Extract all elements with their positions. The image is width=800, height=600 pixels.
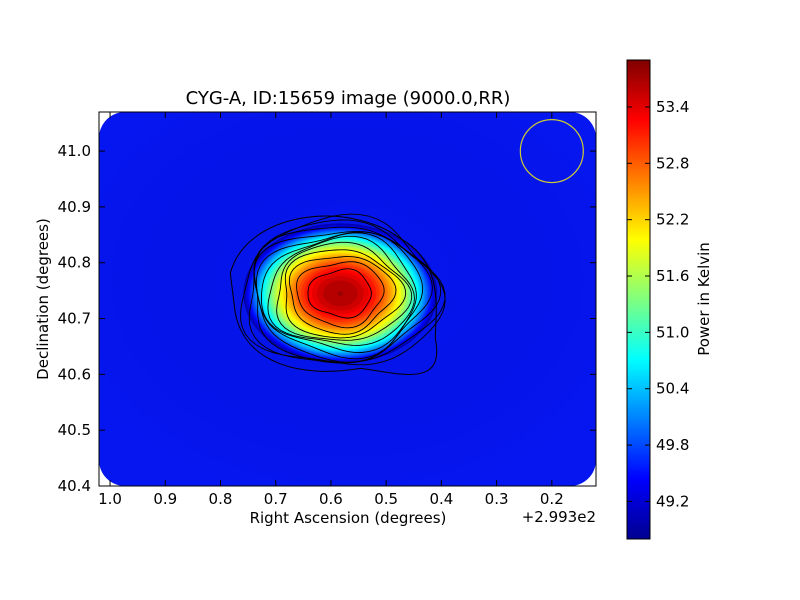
contour-line [248,219,446,363]
colorbar-tick-label: 52.2 [656,211,689,229]
y-tick-label: 40.8 [58,254,91,272]
x-tick-label: 0.6 [319,490,343,508]
y-tick-label: 40.5 [58,421,91,439]
x-tick-label: 0.8 [209,490,233,508]
colorbar-tick-label: 51.6 [656,267,689,285]
x-axis: 1.0 0.9 0.8 0.7 0.6 0.5 0.4 0.3 0.2 [98,112,564,508]
x-axis-label: Right Ascension (degrees) [250,509,447,527]
x-tick-label: 0.4 [429,490,453,508]
y-tick-label: 40.9 [58,198,91,216]
y-tick-label: 41.0 [58,142,91,160]
contour-line [255,231,424,360]
contour-line [288,256,397,335]
image-area [99,112,596,486]
x-tick-label: 0.9 [153,490,177,508]
beam-circle [519,118,584,184]
x-tick-label: 0.2 [540,490,564,508]
contour-lines [229,213,446,375]
contour-line [267,235,415,346]
colorbar-tick-label: 51.0 [656,323,689,341]
colorbar-axis: 49.2 49.8 50.4 51.0 51.6 52.2 52.8 53.4 [627,98,689,510]
x-tick-label: 0.7 [264,490,288,508]
source-emission [243,223,438,364]
contour-line [284,249,407,339]
colorbar-tick-label: 53.4 [656,98,689,116]
y-tick-label: 40.4 [58,477,91,495]
contour-line [229,215,438,375]
colorbar-tick-label: 49.8 [656,436,689,454]
contour-line [296,261,385,329]
contour-line [307,268,372,319]
y-tick-label: 40.6 [58,365,91,383]
chart-title: CYG-A, ID:15659 image (9000.0,RR) [186,88,511,109]
x-tick-label: 0.3 [485,490,509,508]
contour-line [240,213,446,366]
colorbar-tick-label: 52.8 [656,154,689,172]
y-tick-label: 40.7 [58,310,91,328]
colorbar-tick-label: 49.2 [656,492,689,510]
contour-line [260,232,417,353]
plot-frame [98,111,597,487]
contour-line [276,241,413,341]
y-axis: 40.4 40.5 40.6 40.7 40.8 40.9 41.0 [58,142,596,495]
colorbar-tick-label: 50.4 [656,380,689,398]
x-tick-label: 0.5 [374,490,398,508]
colorbar-label: Power in Kelvin [695,242,713,356]
x-offset-label: +2.993e2 [522,508,596,526]
emission-level [337,290,344,297]
colorbar [626,59,651,540]
x-tick-label: 1.0 [98,490,122,508]
y-axis-label: Declination (degrees) [34,218,52,380]
